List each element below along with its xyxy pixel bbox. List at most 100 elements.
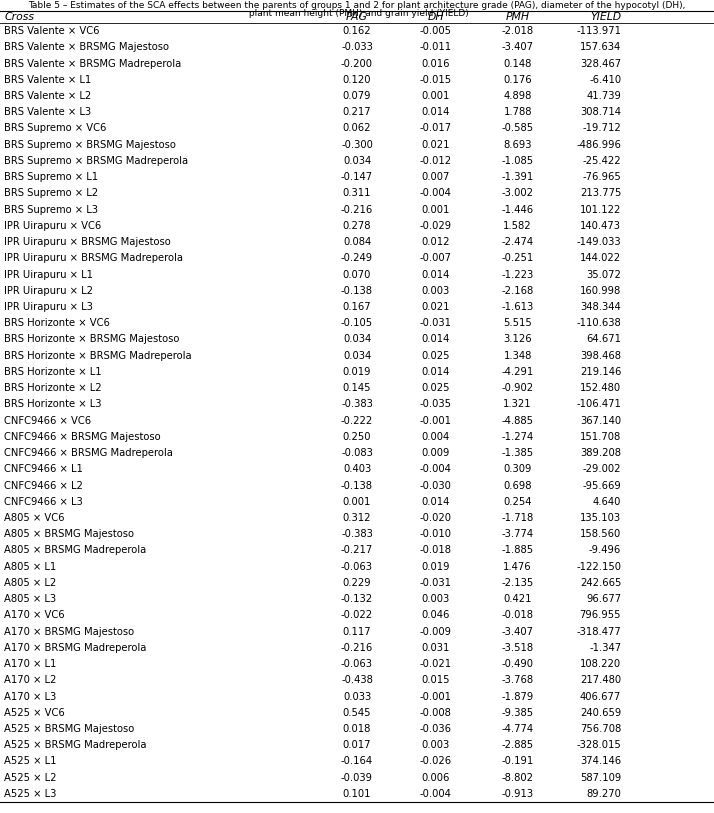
Text: IPR Uirapuru × L1: IPR Uirapuru × L1: [4, 270, 94, 280]
Text: A170 × VC6: A170 × VC6: [4, 611, 65, 620]
Text: A525 × BRSMG Madreperola: A525 × BRSMG Madreperola: [4, 740, 147, 750]
Text: -0.001: -0.001: [420, 415, 451, 426]
Text: -0.132: -0.132: [341, 594, 373, 604]
Text: A805 × L1: A805 × L1: [4, 562, 56, 572]
Text: 587.109: 587.109: [580, 772, 621, 783]
Text: 140.473: 140.473: [580, 221, 621, 231]
Text: 0.007: 0.007: [421, 172, 450, 182]
Text: 0.120: 0.120: [343, 75, 371, 85]
Text: -0.063: -0.063: [341, 659, 373, 669]
Text: 0.101: 0.101: [343, 789, 371, 799]
Text: -95.669: -95.669: [583, 480, 621, 490]
Text: -1.385: -1.385: [502, 448, 533, 458]
Text: 35.072: 35.072: [586, 270, 621, 280]
Text: Cross: Cross: [4, 12, 34, 22]
Text: 0.079: 0.079: [343, 91, 371, 101]
Text: A170 × L1: A170 × L1: [4, 659, 56, 669]
Text: -9.496: -9.496: [589, 546, 621, 555]
Text: 0.014: 0.014: [421, 270, 450, 280]
Text: -25.422: -25.422: [583, 156, 621, 166]
Text: 213.775: 213.775: [580, 189, 621, 198]
Text: 108.220: 108.220: [580, 659, 621, 669]
Text: 0.250: 0.250: [343, 432, 371, 441]
Text: 0.019: 0.019: [343, 367, 371, 377]
Text: BRS Valente × BRSMG Majestoso: BRS Valente × BRSMG Majestoso: [4, 42, 169, 52]
Text: -0.300: -0.300: [341, 140, 373, 150]
Text: 0.014: 0.014: [421, 107, 450, 117]
Text: A805 × L3: A805 × L3: [4, 594, 56, 604]
Text: BRS Supremo × L2: BRS Supremo × L2: [4, 189, 99, 198]
Text: 0.009: 0.009: [421, 448, 450, 458]
Text: -0.216: -0.216: [341, 205, 373, 215]
Text: 1.788: 1.788: [503, 107, 532, 117]
Text: 0.312: 0.312: [343, 513, 371, 523]
Text: 398.468: 398.468: [580, 350, 621, 361]
Text: -110.638: -110.638: [576, 318, 621, 328]
Text: -0.033: -0.033: [341, 42, 373, 52]
Text: 0.003: 0.003: [421, 740, 450, 750]
Text: 242.665: 242.665: [580, 578, 621, 588]
Text: -0.249: -0.249: [341, 254, 373, 263]
Text: BRS Horizonte × L1: BRS Horizonte × L1: [4, 367, 102, 377]
Text: 151.708: 151.708: [580, 432, 621, 441]
Text: 4.640: 4.640: [593, 497, 621, 506]
Text: -0.383: -0.383: [341, 529, 373, 539]
Text: -0.018: -0.018: [502, 611, 533, 620]
Text: -3.407: -3.407: [502, 42, 533, 52]
Text: 0.031: 0.031: [421, 643, 450, 653]
Text: -0.039: -0.039: [341, 772, 373, 783]
Text: 0.698: 0.698: [503, 480, 532, 490]
Text: -0.031: -0.031: [420, 318, 451, 328]
Text: A525 × L1: A525 × L1: [4, 756, 57, 767]
Text: 0.034: 0.034: [343, 156, 371, 166]
Text: 144.022: 144.022: [580, 254, 621, 263]
Text: -0.022: -0.022: [341, 611, 373, 620]
Text: BRS Supremo × L3: BRS Supremo × L3: [4, 205, 99, 215]
Text: A805 × BRSMG Madreperola: A805 × BRSMG Madreperola: [4, 546, 146, 555]
Text: -486.996: -486.996: [576, 140, 621, 150]
Text: 8.693: 8.693: [503, 140, 532, 150]
Text: 0.070: 0.070: [343, 270, 371, 280]
Text: 0.006: 0.006: [421, 772, 450, 783]
Text: 0.014: 0.014: [421, 334, 450, 345]
Text: -1.718: -1.718: [501, 513, 534, 523]
Text: 0.046: 0.046: [421, 611, 450, 620]
Text: 0.014: 0.014: [421, 497, 450, 506]
Text: 157.634: 157.634: [580, 42, 621, 52]
Text: -0.105: -0.105: [341, 318, 373, 328]
Text: 0.176: 0.176: [503, 75, 532, 85]
Text: -0.036: -0.036: [420, 724, 451, 734]
Text: 0.034: 0.034: [343, 334, 371, 345]
Text: -122.150: -122.150: [576, 562, 621, 572]
Text: -0.585: -0.585: [502, 124, 533, 133]
Text: -0.490: -0.490: [502, 659, 533, 669]
Text: 240.659: 240.659: [580, 708, 621, 718]
Text: 0.021: 0.021: [421, 302, 450, 312]
Text: IPR Uirapuru × BRSMG Madreperola: IPR Uirapuru × BRSMG Madreperola: [4, 254, 183, 263]
Text: A170 × BRSMG Madreperola: A170 × BRSMG Madreperola: [4, 643, 146, 653]
Text: A170 × L2: A170 × L2: [4, 676, 56, 685]
Text: CNFC9466 × L1: CNFC9466 × L1: [4, 464, 83, 474]
Text: -0.383: -0.383: [341, 399, 373, 410]
Text: -0.222: -0.222: [341, 415, 373, 426]
Text: 0.145: 0.145: [343, 383, 371, 393]
Text: 0.403: 0.403: [343, 464, 371, 474]
Text: -0.004: -0.004: [420, 464, 451, 474]
Text: -0.191: -0.191: [501, 756, 534, 767]
Text: -0.015: -0.015: [420, 75, 451, 85]
Text: IPR Uirapuru × L2: IPR Uirapuru × L2: [4, 286, 94, 296]
Text: 0.034: 0.034: [343, 350, 371, 361]
Text: -76.965: -76.965: [583, 172, 621, 182]
Text: 4.898: 4.898: [503, 91, 532, 101]
Text: 217.480: 217.480: [580, 676, 621, 685]
Text: -29.002: -29.002: [583, 464, 621, 474]
Text: 101.122: 101.122: [580, 205, 621, 215]
Text: 0.015: 0.015: [421, 676, 450, 685]
Text: -0.010: -0.010: [420, 529, 451, 539]
Text: A525 × L2: A525 × L2: [4, 772, 57, 783]
Text: -0.147: -0.147: [341, 172, 373, 182]
Text: 0.025: 0.025: [421, 350, 450, 361]
Text: 41.739: 41.739: [586, 91, 621, 101]
Text: -0.164: -0.164: [341, 756, 373, 767]
Text: -0.902: -0.902: [502, 383, 533, 393]
